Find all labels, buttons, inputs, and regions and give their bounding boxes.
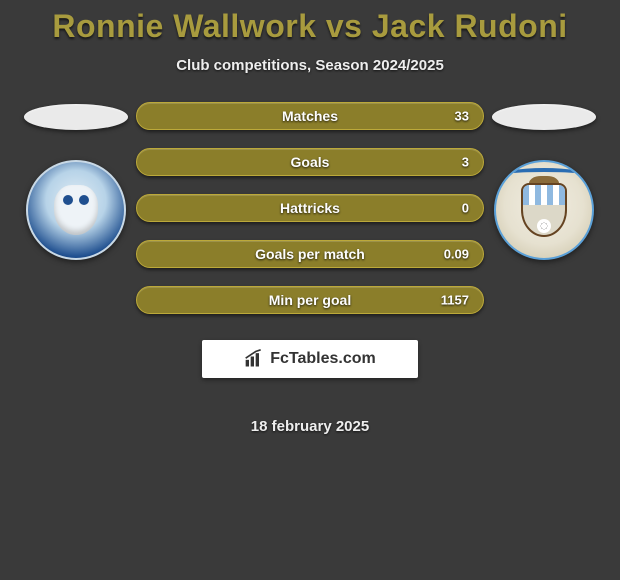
stat-label: Min per goal [269, 292, 351, 308]
stat-value-right: 0.09 [444, 247, 469, 262]
stats-bars: Matches 33 Goals 3 Hattricks 0 Goals per… [136, 102, 484, 435]
right-club-crest [494, 160, 594, 260]
stat-bar-matches: Matches 33 [136, 102, 484, 130]
main-row: Matches 33 Goals 3 Hattricks 0 Goals per… [0, 102, 620, 435]
date-label: 18 february 2025 [251, 418, 369, 435]
stat-label: Hattricks [280, 200, 340, 216]
brand-badge[interactable]: FcTables.com [202, 340, 418, 378]
football-icon [537, 219, 551, 233]
stat-label: Goals [291, 154, 330, 170]
stat-label: Goals per match [255, 246, 365, 262]
stat-bar-hattricks: Hattricks 0 [136, 194, 484, 222]
stat-bar-goals-per-match: Goals per match 0.09 [136, 240, 484, 268]
stat-label: Matches [282, 108, 338, 124]
left-club-crest [26, 160, 126, 260]
left-player-column [16, 102, 136, 260]
page-subtitle: Club competitions, Season 2024/2025 [0, 57, 620, 74]
left-player-photo-placeholder [24, 104, 128, 130]
brand-text: FcTables.com [270, 350, 376, 368]
stat-bar-min-per-goal: Min per goal 1157 [136, 286, 484, 314]
stat-value-right: 33 [455, 109, 469, 124]
comparison-card: Ronnie Wallwork vs Jack Rudoni Club comp… [0, 0, 620, 435]
bar-chart-icon [244, 349, 264, 369]
stat-bar-goals: Goals 3 [136, 148, 484, 176]
stat-value-right: 1157 [441, 293, 469, 308]
owl-icon [54, 185, 98, 235]
right-player-column [484, 102, 604, 260]
page-title: Ronnie Wallwork vs Jack Rudoni [0, 8, 620, 45]
shield-icon [521, 183, 567, 237]
right-player-photo-placeholder [492, 104, 596, 130]
stat-value-right: 0 [462, 201, 469, 216]
stat-value-right: 3 [462, 155, 469, 170]
